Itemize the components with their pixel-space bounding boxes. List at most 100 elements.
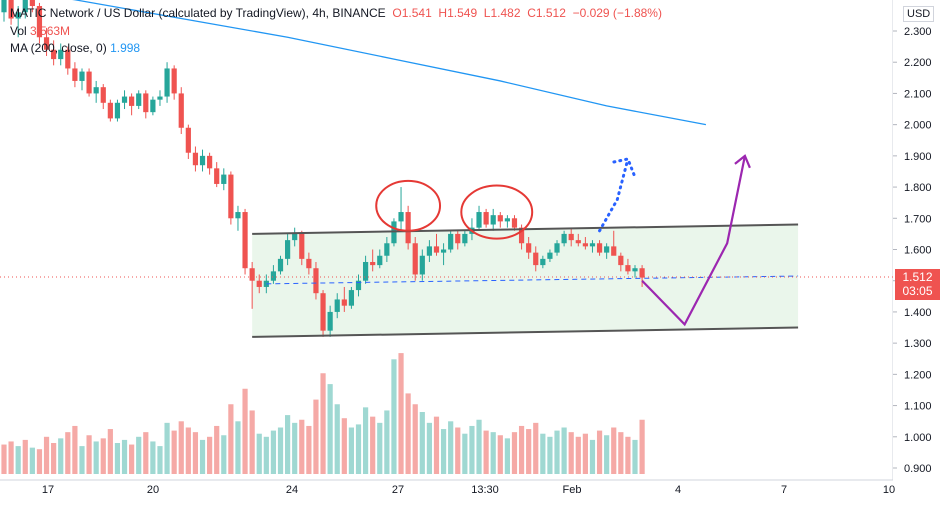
candle-body: [377, 255, 383, 266]
volume-bar: [596, 430, 603, 474]
volume-bar: [171, 430, 177, 474]
candlesticks: [1, 0, 645, 337]
candle-body: [306, 258, 312, 269]
volume-bar: [483, 430, 489, 474]
time-axis[interactable]: 17 20 24 27 13:30 Feb 4 7 10: [42, 484, 895, 496]
candle-body: [362, 261, 369, 281]
y-tick-label: 2.200: [904, 57, 932, 69]
candle-body: [214, 168, 220, 184]
volume-bar: [398, 353, 404, 474]
volume-bar: [341, 418, 347, 474]
candle-body: [568, 233, 574, 241]
candle-body: [341, 299, 347, 306]
volume-bar: [79, 446, 85, 474]
candle-body: [199, 155, 206, 166]
candle-body: [43, 37, 50, 50]
candle-body: [632, 268, 638, 272]
candle-body: [299, 233, 305, 259]
volume-bar: [207, 436, 213, 474]
candle-body: [93, 87, 99, 94]
candle-body: [121, 96, 128, 103]
volume-bar: [554, 430, 560, 474]
volume-bar: [334, 404, 340, 474]
candle-body: [285, 240, 291, 259]
volume-bar: [270, 430, 277, 474]
candle-body: [497, 215, 503, 222]
y-tick-label: 1.700: [904, 213, 932, 225]
x-tick-label: 20: [147, 484, 159, 496]
candle-body: [129, 96, 135, 106]
volume-bar: [178, 421, 184, 474]
y-tick-label: 1.600: [904, 245, 932, 257]
candle-body: [348, 290, 355, 306]
ohlc: O1.541 H1.549 L1.482 C1.512 −0.029 (−1.8…: [392, 6, 662, 20]
candle-body: [426, 246, 432, 256]
candle-body: [1, 0, 7, 13]
candle-body: [511, 218, 518, 228]
candle-body: [604, 246, 610, 253]
y-tick-label: 1.800: [904, 182, 932, 194]
volume-bar: [150, 441, 156, 474]
candle-body: [242, 212, 248, 269]
volume-bar: [36, 449, 43, 474]
candle-body: [313, 268, 319, 294]
candle-body: [334, 299, 340, 312]
volume-bar: [611, 427, 617, 474]
volume-bar: [249, 410, 255, 474]
y-tick-label: 1.000: [904, 432, 932, 444]
candle-body: [504, 218, 510, 222]
x-tick-label: 10: [883, 484, 895, 496]
volume-bar: [93, 441, 99, 474]
highlight-circle: [375, 179, 442, 232]
volume-bar: [121, 439, 128, 474]
volume-bars: [1, 353, 645, 474]
candle-body: [412, 243, 418, 275]
candle-body: [36, 6, 43, 38]
symbol-name: MATIC Network / US Dollar (calculated by…: [10, 6, 386, 20]
volume-bar: [58, 438, 64, 474]
last-price-tag: 1.512 03:05: [895, 269, 940, 300]
price-axis[interactable]: 2.300 2.200 2.100 2.000 1.900 1.800 1.700 1.600…: [893, 0, 945, 506]
candle-body: [185, 127, 191, 153]
x-tick-label: Feb: [563, 484, 582, 496]
volume-bar: [51, 443, 57, 474]
y-tick-label: 1.400: [904, 307, 932, 319]
candle-body: [433, 246, 440, 253]
volume-bar: [299, 419, 305, 474]
volume-bar: [277, 427, 284, 474]
price-axis-bg: [893, 0, 945, 506]
candle-body: [86, 71, 92, 94]
candle-body: [327, 311, 333, 331]
candle-body: [618, 255, 624, 266]
volume-bar: [114, 443, 121, 474]
candle-body: [384, 243, 390, 256]
candle-body: [207, 155, 213, 169]
volume-bar: [412, 404, 418, 474]
purple-arrow: [641, 155, 746, 327]
candle-body: [249, 268, 255, 281]
volume-bar: [518, 425, 525, 474]
volume-bar: [100, 438, 106, 474]
candle-body: [533, 252, 539, 266]
volume-bar: [72, 425, 78, 474]
volume-bar: [86, 435, 92, 474]
volume-bar: [1, 444, 7, 474]
volume-bar: [497, 435, 503, 474]
candle-body: [575, 240, 581, 244]
volume-bar: [136, 436, 142, 474]
currency-label[interactable]: USD: [903, 6, 935, 22]
channel-fill: [252, 224, 799, 337]
x-tick-label: 24: [286, 484, 298, 496]
purple-arrow-head: [734, 154, 751, 169]
volume-bar: [327, 384, 333, 474]
volume-bar: [221, 435, 227, 474]
volume-bar: [285, 415, 291, 474]
y-tick-label: 2.100: [904, 88, 932, 100]
volume-bar: [511, 432, 518, 474]
volume-bar: [618, 432, 624, 474]
candle-body: [596, 243, 603, 253]
volume-bar: [355, 424, 362, 474]
x-tick-label: 17: [42, 484, 54, 496]
countdown: 03:05: [902, 284, 933, 298]
